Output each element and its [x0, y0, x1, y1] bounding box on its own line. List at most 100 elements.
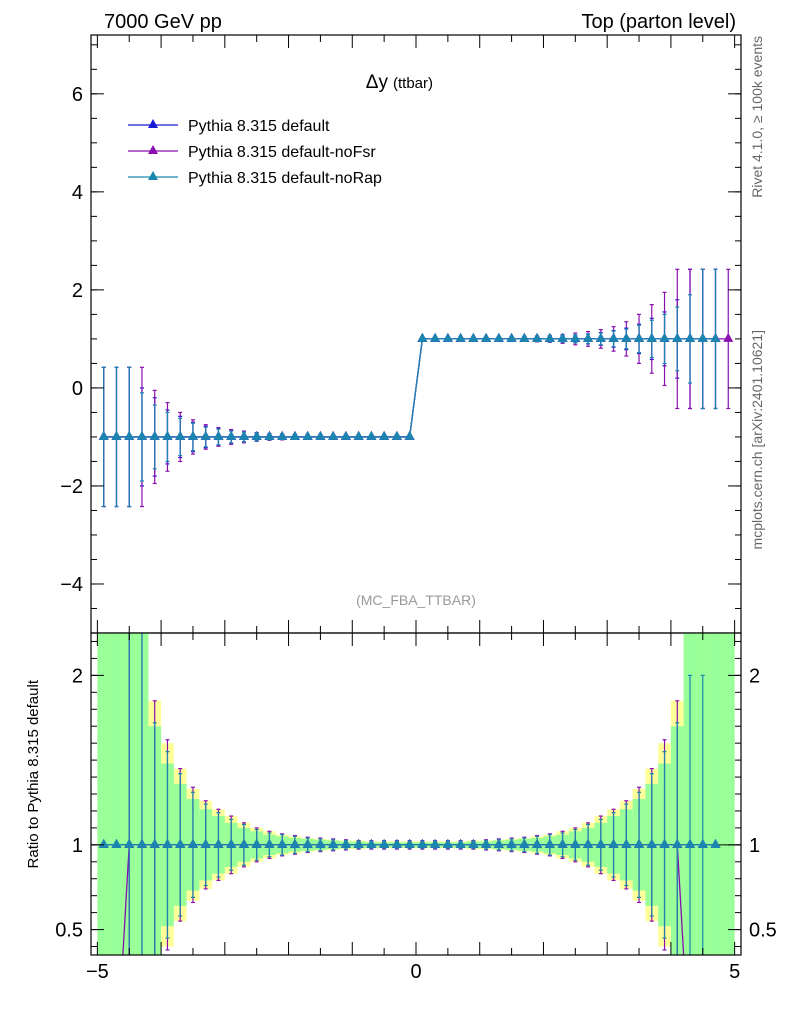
- data-marker: [672, 838, 683, 848]
- data-marker: [328, 838, 339, 848]
- data-marker: [621, 838, 632, 848]
- data-marker: [608, 332, 619, 342]
- data-marker: [226, 430, 237, 440]
- data-marker: [391, 838, 402, 848]
- data-marker: [149, 430, 160, 440]
- y-tick-label: 2: [72, 280, 83, 302]
- data-marker: [646, 332, 657, 342]
- series-default: [98, 268, 721, 508]
- data-marker: [430, 838, 441, 848]
- data-marker: [404, 838, 415, 848]
- data-marker: [238, 430, 249, 440]
- data-marker: [391, 430, 402, 440]
- data-marker: [672, 332, 683, 342]
- data-marker: [328, 430, 339, 440]
- data-marker: [251, 838, 262, 848]
- x-tick-label: −5: [86, 961, 109, 983]
- data-marker: [136, 838, 147, 848]
- data-marker: [442, 332, 453, 342]
- data-marker: [697, 838, 708, 848]
- main-title-sub: (ttbar): [393, 75, 433, 92]
- data-marker: [570, 838, 581, 848]
- data-marker: [659, 332, 670, 342]
- green-band-bin: [721, 633, 735, 955]
- main-title: Δy: [366, 72, 389, 93]
- data-marker: [149, 838, 160, 848]
- data-marker: [353, 838, 364, 848]
- y-tick-label: 0.5: [55, 920, 83, 942]
- series-line: [103, 338, 716, 438]
- data-marker: [340, 430, 351, 440]
- data-marker: [583, 838, 594, 848]
- y-tick-label: 6: [72, 84, 83, 106]
- data-marker: [506, 838, 517, 848]
- data-marker: [608, 838, 619, 848]
- data-marker: [455, 332, 466, 342]
- data-marker: [417, 332, 428, 342]
- legend-entry-nofsr: Pythia 8.315 default-noFsr: [128, 144, 376, 161]
- data-marker: [277, 430, 288, 440]
- data-marker: [621, 332, 632, 342]
- data-marker: [417, 838, 428, 848]
- legend-marker-nofsr: [148, 145, 158, 154]
- data-marker: [302, 430, 313, 440]
- legend-marker-default: [148, 119, 158, 128]
- data-marker: [200, 430, 211, 440]
- header-left-label: 7000 GeV pp: [104, 11, 222, 33]
- data-marker: [557, 332, 568, 342]
- data-marker: [685, 332, 696, 342]
- y-tick-label-right: 1: [749, 835, 760, 857]
- data-marker: [634, 838, 645, 848]
- y-tick-label: 2: [72, 665, 83, 687]
- data-marker: [366, 838, 377, 848]
- data-marker: [289, 430, 300, 440]
- data-marker: [315, 430, 326, 440]
- ratio-ylabel: Ratio to Pythia 8.315 default: [25, 679, 42, 868]
- data-marker: [98, 838, 109, 848]
- data-marker: [634, 332, 645, 342]
- data-marker: [200, 838, 211, 848]
- main-panel: −4 −2 0 2 4 6: [60, 34, 742, 634]
- data-marker: [544, 332, 555, 342]
- legend-label-norap: Pythia 8.315 default-noRap: [188, 170, 382, 187]
- y-tick-label: 0: [72, 378, 83, 400]
- mcplots-label: mcplots.cern.ch [arXiv:2401.10621]: [749, 330, 765, 549]
- green-band-bin: [110, 633, 123, 955]
- header-right-label: Top (parton level): [581, 11, 736, 33]
- data-marker: [570, 332, 581, 342]
- y-tick-label: 1: [72, 835, 83, 857]
- data-marker: [659, 838, 670, 848]
- data-marker: [404, 430, 415, 440]
- data-marker: [264, 430, 275, 440]
- y-tick-label-right: 2: [749, 665, 760, 687]
- data-marker: [379, 838, 390, 848]
- data-marker: [315, 838, 326, 848]
- data-marker: [162, 430, 173, 440]
- data-marker: [379, 430, 390, 440]
- data-marker: [442, 838, 453, 848]
- data-marker: [124, 430, 135, 440]
- ratio-panel: 0.5 0.5 1 1 2 2 −5 0 5: [55, 632, 777, 983]
- data-marker: [136, 430, 147, 440]
- data-marker: [238, 838, 249, 848]
- data-marker: [493, 332, 504, 342]
- data-marker: [264, 838, 275, 848]
- legend-label-nofsr: Pythia 8.315 default-noFsr: [188, 144, 376, 161]
- x-tick-label: 0: [410, 961, 421, 983]
- data-marker: [557, 838, 568, 848]
- data-marker: [251, 430, 262, 440]
- data-marker: [481, 838, 492, 848]
- data-marker: [519, 332, 530, 342]
- green-band-bin: [97, 633, 111, 955]
- legend-entry-norap: Pythia 8.315 default-noRap: [128, 170, 382, 187]
- data-marker: [187, 838, 198, 848]
- data-marker: [595, 332, 606, 342]
- data-marker: [583, 332, 594, 342]
- green-band-bin: [709, 633, 722, 955]
- data-marker: [162, 838, 173, 848]
- data-marker: [353, 430, 364, 440]
- data-marker: [430, 332, 441, 342]
- data-marker: [175, 430, 186, 440]
- data-marker: [519, 838, 530, 848]
